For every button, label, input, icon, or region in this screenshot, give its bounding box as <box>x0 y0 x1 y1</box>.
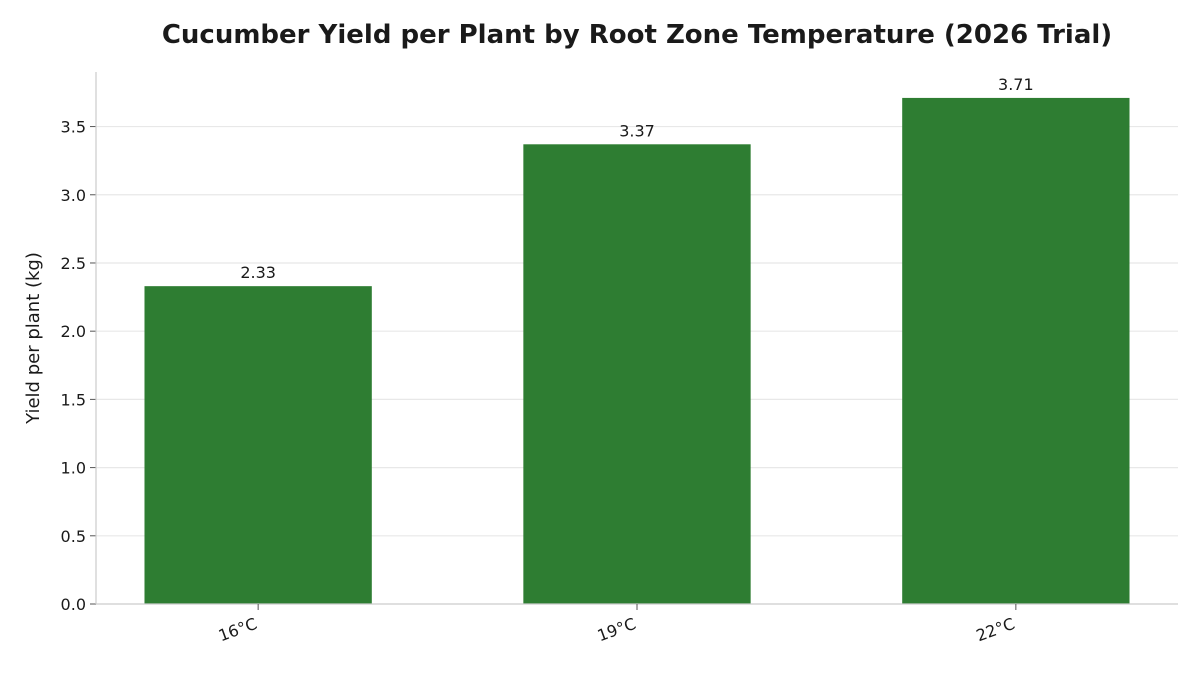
y-tick-label: 0.0 <box>61 595 86 614</box>
bar <box>902 97 1130 605</box>
bar <box>144 286 372 604</box>
y-tick-label: 2.0 <box>61 322 86 341</box>
x-tick-label: 19°C <box>595 614 639 645</box>
bars <box>144 97 1130 605</box>
bar <box>523 144 751 605</box>
bar-value-label: 3.37 <box>619 121 655 140</box>
axes: 0.0 0.5 1.0 1.5 2.0 2.5 3.0 3.5 16°C 19°C 22°C <box>61 72 1178 645</box>
bar-value-label: 2.33 <box>240 263 276 282</box>
y-tick-label: 3.5 <box>61 118 86 137</box>
y-tick-label: 0.5 <box>61 527 86 546</box>
bar-value-label: 3.71 <box>998 75 1034 94</box>
y-axis-label: Yield per plant (kg) <box>23 252 44 425</box>
y-tick-label: 2.5 <box>61 254 86 273</box>
x-tick-label: 22°C <box>974 614 1018 645</box>
y-tick-label: 1.5 <box>61 390 86 409</box>
y-tick-label: 1.0 <box>61 459 86 478</box>
y-tick-label: 3.0 <box>61 186 86 205</box>
x-tick-label: 16°C <box>216 614 260 645</box>
chart-title: Cucumber Yield per Plant by Root Zone Te… <box>162 20 1112 50</box>
data-labels: 2.33 3.37 3.71 <box>240 75 1033 282</box>
